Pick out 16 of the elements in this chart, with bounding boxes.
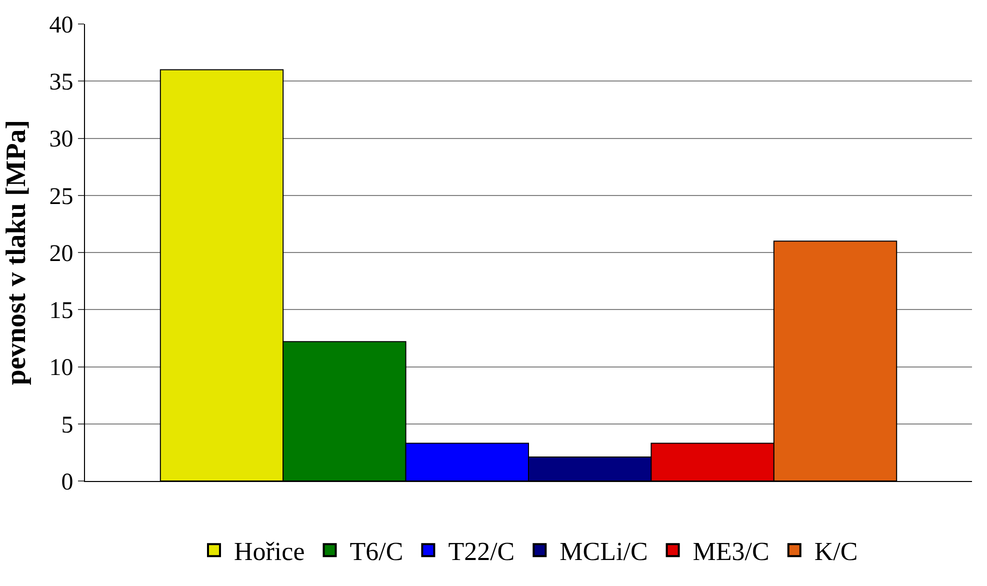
legend-label: MCLi/C	[560, 537, 648, 566]
y-tick-label: 30	[49, 126, 74, 153]
legend-label: T22/C	[448, 537, 515, 566]
y-tick-label: 5	[61, 412, 74, 438]
y-tick-label: 0	[61, 469, 74, 496]
legend-label: ME3/C	[692, 537, 770, 566]
y-tick-label: 20	[49, 240, 74, 267]
y-tick-label: 35	[49, 70, 74, 96]
legend-label: K/C	[814, 537, 858, 566]
y-tick-label: 15	[49, 298, 74, 324]
legend-label: Hořice	[234, 537, 305, 566]
y-axis-title: pevnost v tlaku [MPa]	[0, 120, 32, 386]
y-tick-label: 25	[49, 184, 74, 210]
legend-label: T6/C	[350, 537, 404, 566]
y-tick-label: 40	[49, 12, 74, 38]
y-tick-label: 10	[49, 355, 74, 382]
